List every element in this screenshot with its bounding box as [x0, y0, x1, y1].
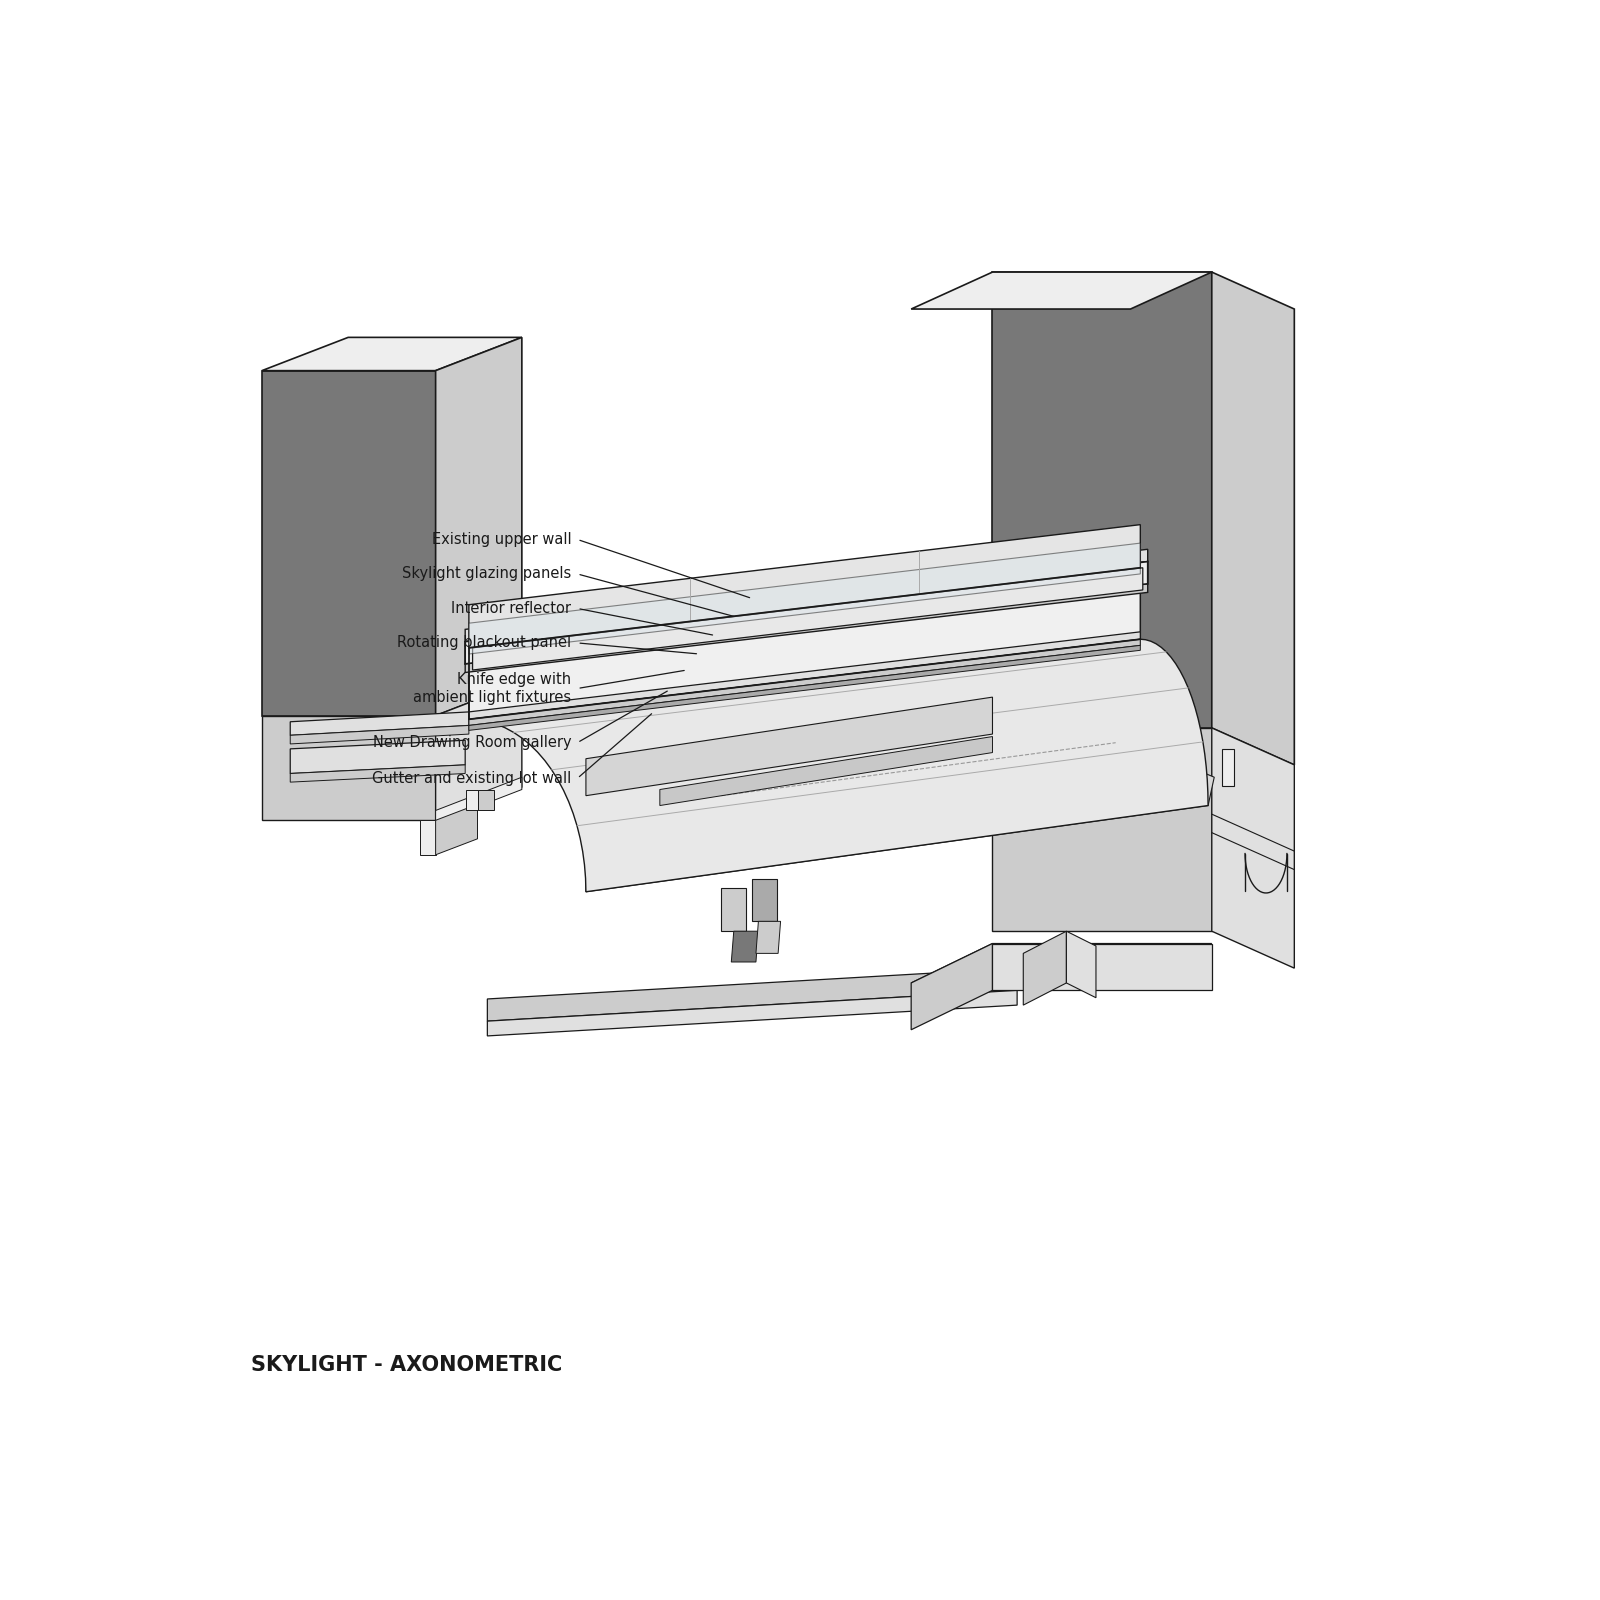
- Text: New Drawing Room gallery: New Drawing Room gallery: [373, 736, 571, 750]
- Polygon shape: [910, 272, 1211, 309]
- Text: Gutter and existing lot wall: Gutter and existing lot wall: [371, 771, 571, 786]
- Polygon shape: [469, 645, 1141, 730]
- Polygon shape: [419, 821, 435, 854]
- Polygon shape: [992, 944, 1211, 990]
- Polygon shape: [469, 632, 1141, 720]
- Polygon shape: [466, 562, 1147, 664]
- Polygon shape: [1211, 728, 1294, 968]
- Polygon shape: [469, 542, 1141, 654]
- Polygon shape: [469, 640, 1208, 891]
- Text: Interior reflector: Interior reflector: [451, 602, 571, 616]
- Polygon shape: [469, 568, 1141, 720]
- Polygon shape: [262, 338, 522, 371]
- Text: Rotating blackout panel: Rotating blackout panel: [397, 635, 571, 651]
- Text: Existing upper wall: Existing upper wall: [432, 531, 571, 547]
- Polygon shape: [722, 888, 746, 931]
- Polygon shape: [586, 746, 1214, 891]
- Polygon shape: [755, 922, 781, 954]
- Polygon shape: [477, 789, 493, 811]
- Polygon shape: [290, 741, 466, 773]
- Polygon shape: [435, 805, 477, 854]
- Polygon shape: [466, 584, 1147, 672]
- Polygon shape: [1222, 749, 1234, 786]
- Polygon shape: [435, 338, 522, 715]
- Polygon shape: [466, 549, 1147, 642]
- Polygon shape: [262, 715, 435, 821]
- Polygon shape: [472, 568, 1142, 670]
- Polygon shape: [290, 712, 469, 736]
- Polygon shape: [488, 968, 1018, 1021]
- Polygon shape: [488, 990, 1018, 1035]
- Polygon shape: [1211, 272, 1294, 765]
- Polygon shape: [469, 640, 1141, 725]
- Polygon shape: [910, 944, 992, 1030]
- Polygon shape: [466, 562, 1147, 664]
- Polygon shape: [435, 682, 522, 821]
- Polygon shape: [910, 944, 1211, 982]
- Polygon shape: [752, 880, 778, 922]
- Text: SKYLIGHT - AXONOMETRIC: SKYLIGHT - AXONOMETRIC: [251, 1355, 562, 1374]
- Polygon shape: [731, 931, 758, 962]
- Text: Skylight glazing panels: Skylight glazing panels: [402, 566, 571, 581]
- Polygon shape: [467, 789, 477, 811]
- Polygon shape: [992, 728, 1211, 931]
- Polygon shape: [1067, 931, 1096, 998]
- Polygon shape: [435, 778, 522, 822]
- Polygon shape: [262, 371, 435, 715]
- Polygon shape: [586, 698, 992, 795]
- Polygon shape: [469, 525, 1141, 648]
- Text: Knife edge with
ambient light fixtures: Knife edge with ambient light fixtures: [413, 672, 571, 704]
- Polygon shape: [659, 736, 992, 805]
- Polygon shape: [290, 725, 469, 744]
- Polygon shape: [290, 765, 466, 782]
- Polygon shape: [992, 272, 1211, 728]
- Polygon shape: [1024, 931, 1067, 1005]
